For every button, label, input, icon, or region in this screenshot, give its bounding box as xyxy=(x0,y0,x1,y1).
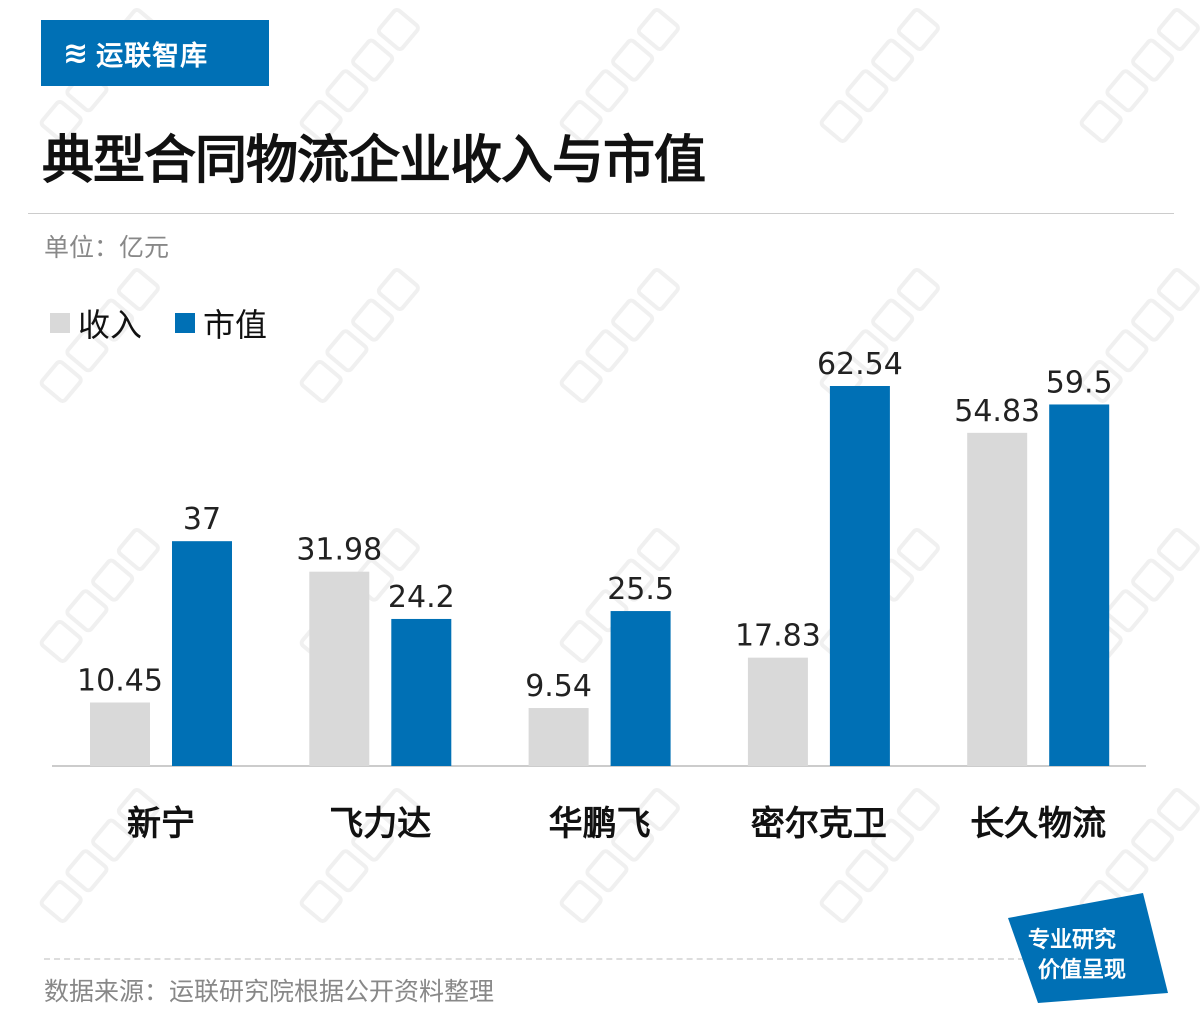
badge-shape xyxy=(1008,893,1168,1003)
legend-swatch-1 xyxy=(175,313,195,333)
data-label: 59.5 xyxy=(1046,365,1113,400)
data-label: 62.54 xyxy=(817,347,903,382)
divider xyxy=(28,213,1174,214)
bar xyxy=(172,541,232,766)
page-title: 典型合同物流企业收入与市值 xyxy=(42,131,706,191)
bar xyxy=(829,386,890,766)
data-label: 10.45 xyxy=(77,664,163,699)
watermark-mark xyxy=(1079,528,1200,663)
bar xyxy=(1049,404,1110,766)
brand-logo: ≋ 运联智库 xyxy=(41,20,269,86)
source-note: 数据来源：运联研究院根据公开资料整理 xyxy=(44,977,495,1006)
bar xyxy=(747,657,808,766)
data-label: 24.2 xyxy=(388,580,455,615)
category-label: 密尔克卫 xyxy=(751,804,887,844)
bar xyxy=(90,702,150,766)
watermark-mark xyxy=(299,788,420,923)
legend-label-0: 收入 xyxy=(78,306,142,344)
watermark-mark xyxy=(39,788,160,923)
bar xyxy=(391,618,452,766)
data-label: 37 xyxy=(183,502,221,537)
data-label: 9.54 xyxy=(525,669,592,704)
footer-divider xyxy=(44,958,1024,960)
watermark-mark xyxy=(299,268,420,403)
category-label: 新宁 xyxy=(127,804,195,844)
category-label: 华鹏飞 xyxy=(549,804,651,844)
legend-swatch-0 xyxy=(50,313,70,333)
data-label: 54.83 xyxy=(954,394,1040,429)
watermark-mark xyxy=(1079,268,1200,403)
category-label: 长久物流 xyxy=(970,804,1106,844)
watermark-mark xyxy=(299,8,420,143)
bar xyxy=(967,432,1028,766)
badge-line-1: 专业研究 xyxy=(1028,928,1117,953)
data-label: 17.83 xyxy=(735,619,821,654)
logo-text: 运联智库 xyxy=(96,40,209,72)
watermark-mark xyxy=(559,268,680,403)
watermark-mark xyxy=(559,788,680,923)
watermark-mark xyxy=(39,528,160,663)
bar xyxy=(610,611,671,766)
watermark-mark xyxy=(559,8,680,143)
legend-label-1: 市值 xyxy=(203,306,267,344)
bar xyxy=(528,708,589,766)
badge-line-2: 价值呈现 xyxy=(1038,958,1127,983)
watermark-mark xyxy=(819,8,940,143)
unit-label: 单位：亿元 xyxy=(44,233,170,262)
swirl-logo-icon: ≋ xyxy=(63,35,89,71)
data-label: 25.5 xyxy=(607,572,674,607)
bar xyxy=(309,571,370,766)
watermark-mark xyxy=(819,788,940,923)
data-label: 31.98 xyxy=(296,533,382,568)
watermark-mark xyxy=(39,268,160,403)
category-label: 飞力达 xyxy=(329,804,431,844)
badge: 专业研究 价值呈现 xyxy=(1028,926,1126,986)
watermark-mark xyxy=(1079,8,1200,143)
watermark-mark xyxy=(559,528,680,663)
